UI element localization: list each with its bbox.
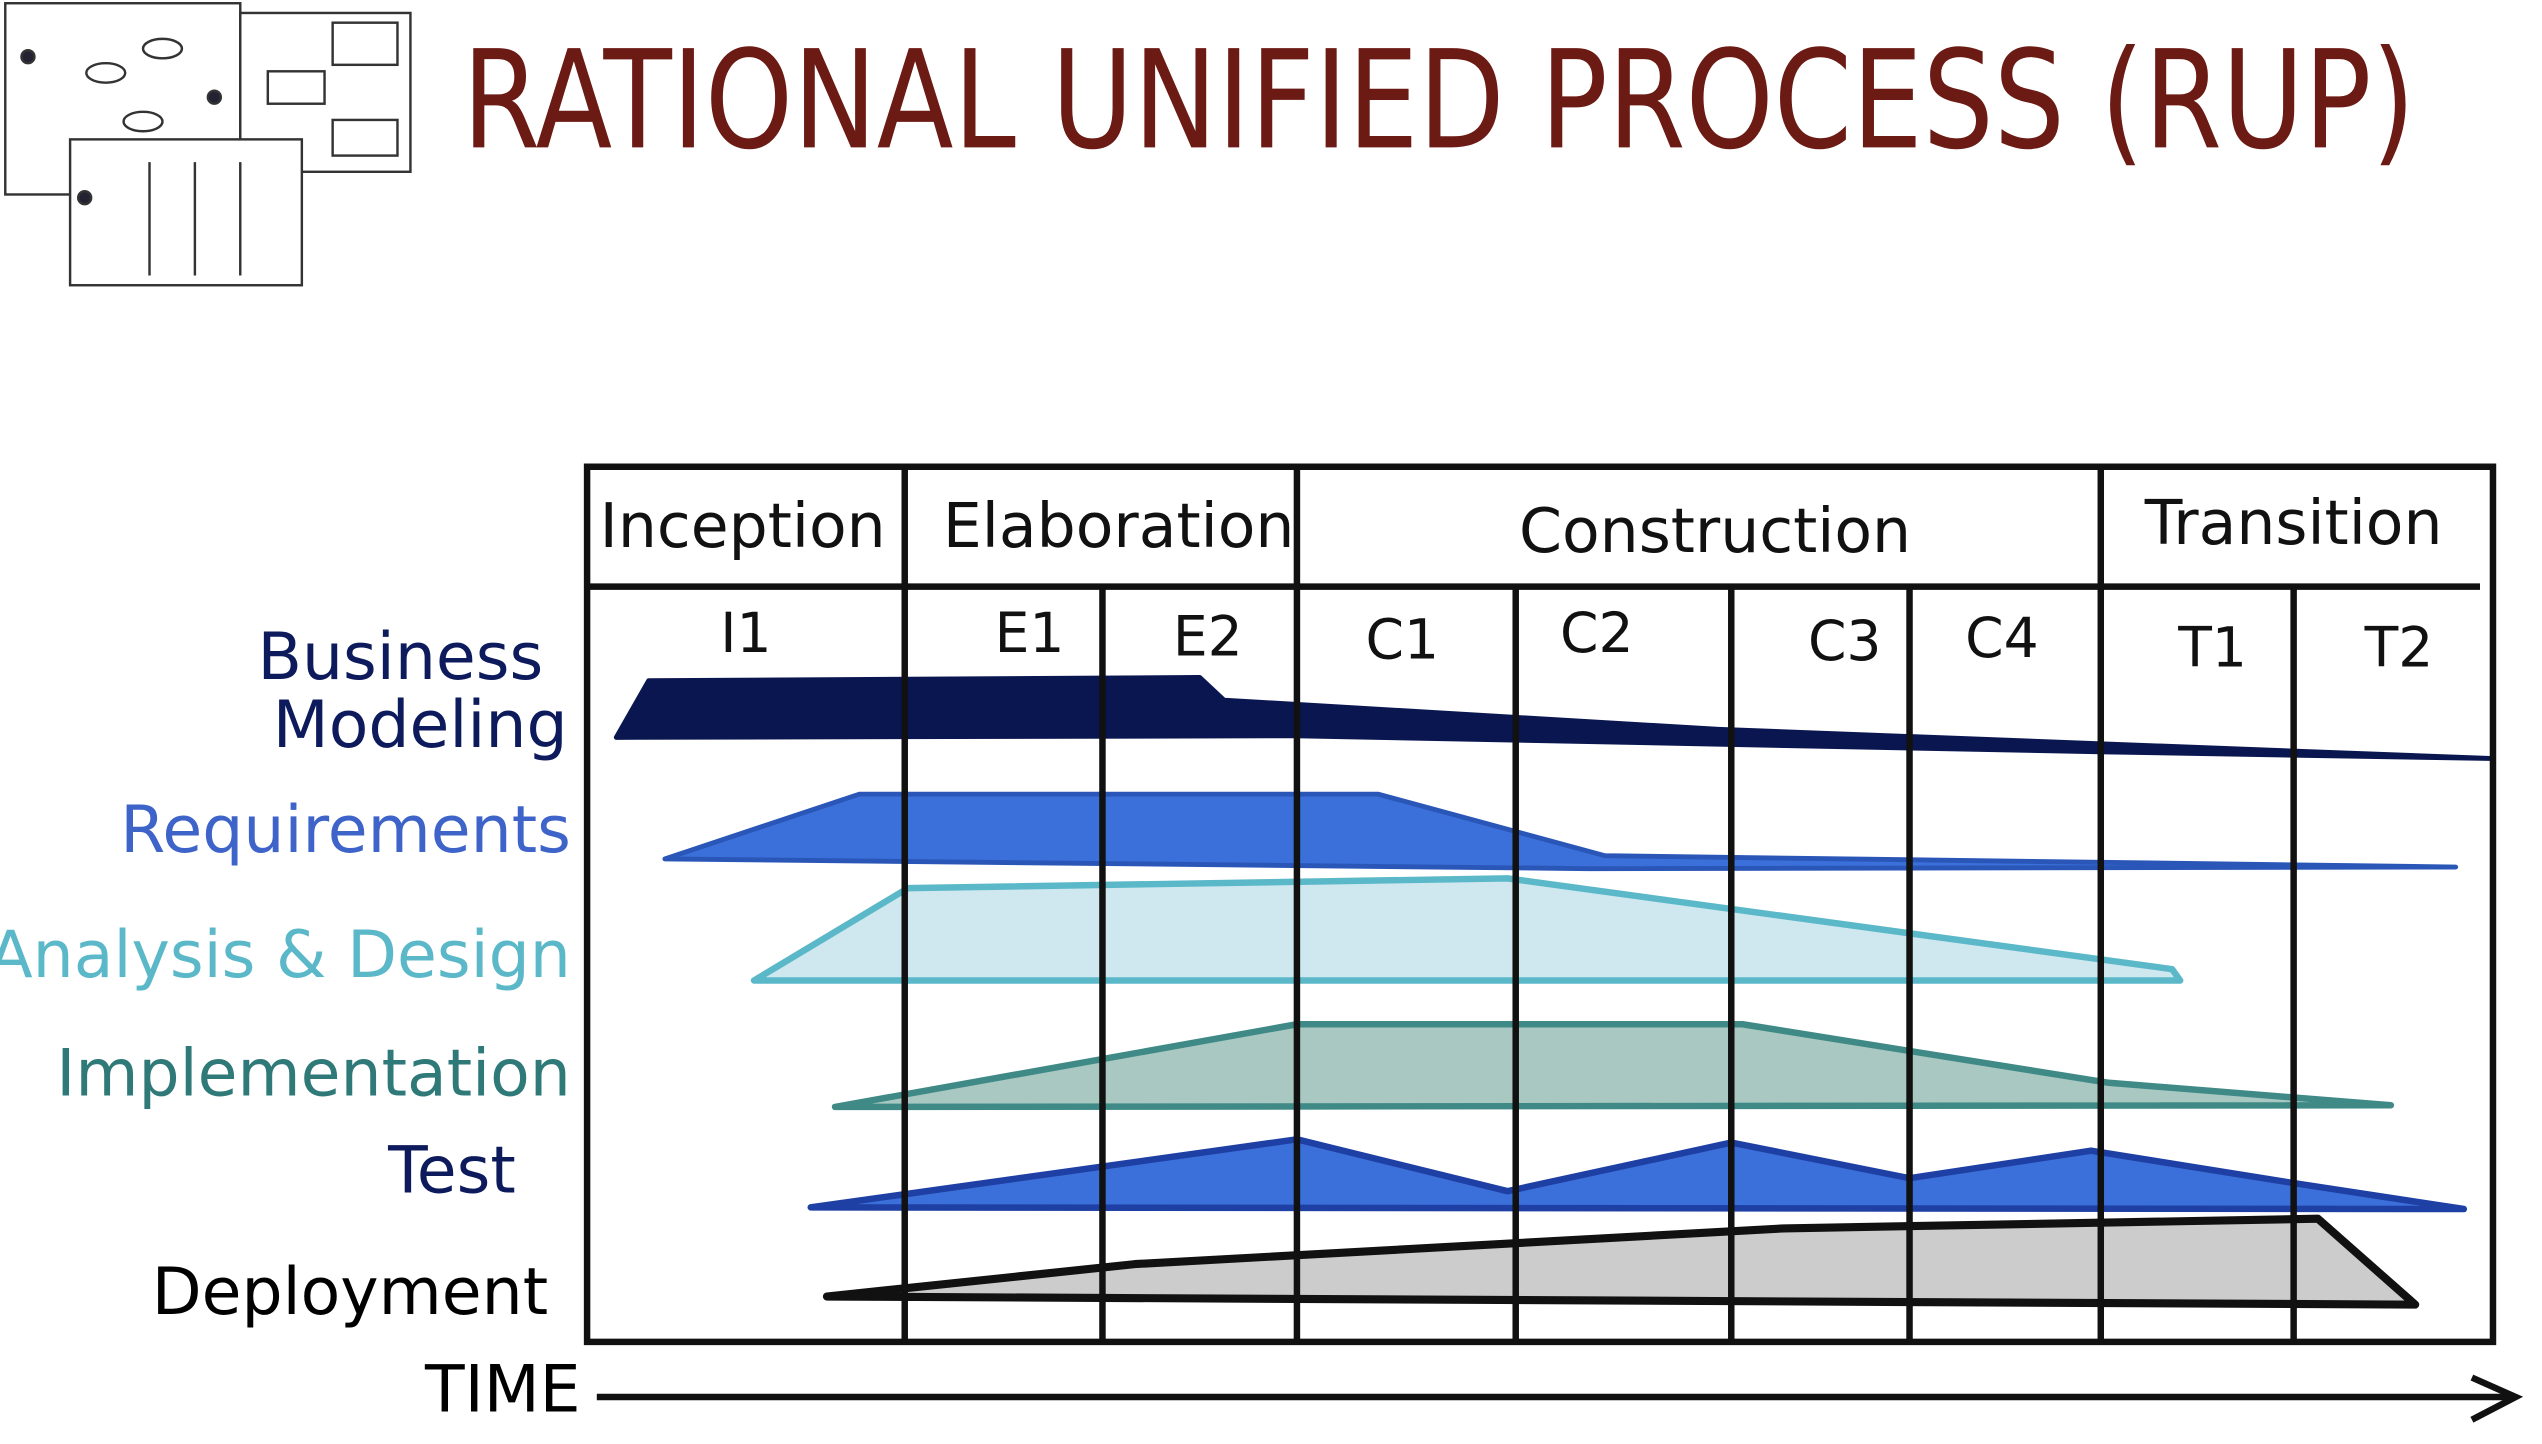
deployment-curve bbox=[822, 1214, 2420, 1309]
business-modeling-curve bbox=[613, 675, 2493, 761]
analysis-design-curve bbox=[750, 875, 2184, 984]
phase-label: Transition bbox=[2144, 487, 2443, 559]
iteration-label: C3 bbox=[1808, 609, 1882, 673]
iteration-label: C2 bbox=[1560, 601, 1634, 665]
discipline-label: Modeling bbox=[273, 688, 568, 763]
discipline-label: Test bbox=[387, 1134, 516, 1209]
workload-curves bbox=[613, 675, 2493, 1309]
iteration-label: T2 bbox=[2364, 616, 2434, 680]
requirements-curve bbox=[662, 791, 2459, 872]
time-label: TIME bbox=[424, 1352, 581, 1427]
title: RATIONAL UNIFIED PROCESS (RUP) bbox=[462, 22, 2415, 180]
thumbnail bbox=[4, 2, 412, 287]
iteration-label: T1 bbox=[2177, 616, 2247, 680]
phase-grid bbox=[583, 463, 2497, 1346]
iteration-label: I1 bbox=[720, 601, 771, 665]
phase-label: Elaboration bbox=[943, 490, 1295, 562]
implementation-curve bbox=[831, 1021, 2395, 1111]
discipline-label: Deployment bbox=[152, 1255, 548, 1330]
discipline-label: Business bbox=[258, 620, 544, 695]
discipline-label: Implementation bbox=[56, 1036, 571, 1111]
discipline-label: Analysis & Design bbox=[0, 918, 571, 993]
phase-label: Construction bbox=[1519, 495, 1911, 567]
time-arrow bbox=[596, 1374, 2524, 1423]
discipline-label: Requirements bbox=[120, 793, 571, 868]
iteration-label: E1 bbox=[995, 601, 1065, 665]
iteration-label: C1 bbox=[1366, 608, 1440, 672]
test-curve bbox=[807, 1136, 2468, 1213]
iteration-label: E2 bbox=[1173, 604, 1243, 668]
phase-label: Inception bbox=[600, 490, 886, 562]
iteration-label: C4 bbox=[1965, 606, 2039, 670]
